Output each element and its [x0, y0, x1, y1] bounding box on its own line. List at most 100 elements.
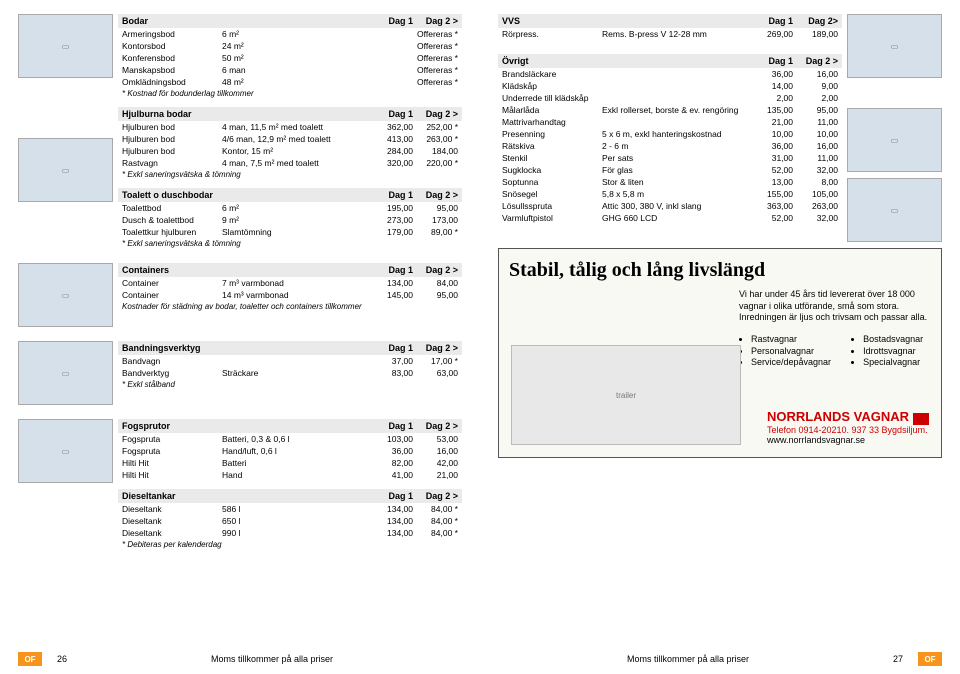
cell-d2: 95,00	[793, 105, 838, 115]
cell-d2: 95,00	[413, 290, 458, 300]
cell-d1: 134,00	[368, 516, 413, 526]
table-row: Toalettkur hjulburenSlamtömning179,0089,…	[118, 226, 462, 238]
promo-bullet: Idrottsvagnar	[863, 346, 923, 358]
section-fogsprutor: FogsprutorDag 1Dag 2 > FogsprutaBatteri,…	[118, 419, 462, 481]
table-row: Kontorsbod24 m²Offereras *	[118, 40, 462, 52]
section-bodar: BodarDag 1Dag 2 > Armeringsbod6 m²Offere…	[118, 14, 462, 99]
cell-name: Underrede till klädskåp	[502, 93, 602, 103]
cell-d2: 173,00	[413, 215, 458, 225]
cell-desc: 7 m³ varmbonad	[222, 278, 368, 288]
cell-d1: 31,00	[748, 153, 793, 163]
cell-d2: 32,00	[793, 213, 838, 223]
cell-d2: 84,00	[413, 278, 458, 288]
image-fogsprutor: ▭	[18, 419, 113, 483]
cell-d2: 184,00	[413, 146, 458, 156]
cell-d1: 134,00	[368, 504, 413, 514]
cell-d2: 42,00	[413, 458, 458, 468]
cell-d1	[368, 29, 413, 39]
table-row: Omklädningsbod48 m²Offereras *	[118, 76, 462, 88]
promo-ad: Stabil, tålig och lång livslängd Vi har …	[498, 248, 942, 458]
section-hjulburna: Hjulburna bodarDag 1Dag 2 > Hjulburen bo…	[118, 107, 462, 180]
image-hjulburna: ▭	[18, 138, 113, 202]
image-vvs: ▭	[847, 14, 942, 78]
cell-d1: 179,00	[368, 227, 413, 237]
page-number: 27	[878, 654, 918, 664]
cell-d2: 16,00	[413, 446, 458, 456]
promo-trailer-image: trailer	[511, 345, 741, 445]
table-row: Dieseltank586 l134,0084,00 *	[118, 503, 462, 515]
table-row: Snösegel5,8 x 5,8 m155,00105,00	[498, 188, 842, 200]
cell-name: Stenkil	[502, 153, 602, 163]
table-row: Armeringsbod6 m²Offereras *	[118, 28, 462, 40]
cell-d1	[368, 65, 413, 75]
cell-desc: Rems. B-press V 12-28 mm	[602, 29, 748, 39]
table-row: Dieseltank650 l134,0084,00 *	[118, 515, 462, 527]
header-d2: Dag 2 >	[413, 16, 458, 26]
cell-d1	[368, 41, 413, 51]
cell-d2: 16,00	[793, 69, 838, 79]
cell-d1: 363,00	[748, 201, 793, 211]
cell-desc: Hand/luft, 0,6 l	[222, 446, 368, 456]
cell-desc: 4/6 man, 12,9 m² med toalett	[222, 134, 368, 144]
cell-d1: 52,00	[748, 165, 793, 175]
cell-d2: 84,00 *	[413, 504, 458, 514]
promo-brand: NORRLANDS VAGNAR Telefon 0914-20210. 937…	[767, 409, 929, 445]
section-containers: ContainersDag 1Dag 2 > Container7 m³ var…	[118, 263, 462, 312]
cell-desc	[222, 356, 368, 366]
promo-bullet: Bostadsvagnar	[863, 334, 923, 346]
cell-name: Hjulburen bod	[122, 146, 222, 156]
cell-name: Lösullsspruta	[502, 201, 602, 211]
section-ovrigt: ÖvrigtDag 1Dag 2 > Brandsläckare36,0016,…	[498, 54, 842, 224]
note: * Kostnad för bodunderlag tillkommer	[118, 88, 462, 99]
image-ovrigt2: ▭	[847, 178, 942, 242]
cell-name: Hilti Hit	[122, 458, 222, 468]
cell-d2: 2,00	[793, 93, 838, 103]
cell-name: Soptunna	[502, 177, 602, 187]
cell-desc: 5 x 6 m, exkl hanteringskostnad	[602, 129, 748, 139]
cell-desc: 6 m²	[222, 29, 368, 39]
cell-desc: 2 - 6 m	[602, 141, 748, 151]
cell-d2: 21,00	[413, 470, 458, 480]
cell-desc: Sträckare	[222, 368, 368, 378]
cell-name: Hjulburen bod	[122, 122, 222, 132]
cell-desc	[602, 93, 748, 103]
cell-name: Mattrivarhandtag	[502, 117, 602, 127]
cell-name: Målarlåda	[502, 105, 602, 115]
cell-name: Toalettkur hjulburen	[122, 227, 222, 237]
cell-name: Armeringsbod	[122, 29, 222, 39]
cell-d1: 284,00	[368, 146, 413, 156]
cell-d2: 8,00	[793, 177, 838, 187]
cell-d2: 84,00 *	[413, 516, 458, 526]
table-row: Toalettbod6 m²195,0095,00	[118, 202, 462, 214]
cell-desc: Exkl rollerset, borste & ev. rengöring	[602, 105, 748, 115]
table-row: Hjulburen bodKontor, 15 m²284,00184,00	[118, 145, 462, 157]
cell-d1: 413,00	[368, 134, 413, 144]
cell-desc: 14 m³ varmbonad	[222, 290, 368, 300]
page-left: ▭ ▭ BodarDag 1Dag 2 > Armeringsbod6 m²Of…	[0, 0, 480, 674]
cell-name: Bandverktyg	[122, 368, 222, 378]
cell-d1: 195,00	[368, 203, 413, 213]
cell-desc	[602, 69, 748, 79]
cell-desc: 48 m²	[222, 77, 368, 87]
cell-name: Dieseltank	[122, 504, 222, 514]
promo-blurb: Vi har under 45 års tid levererat över 1…	[739, 289, 929, 324]
cell-d2: 263,00 *	[413, 134, 458, 144]
cell-d2: 53,00	[413, 434, 458, 444]
table-row: Hilti HitHand41,0021,00	[118, 469, 462, 481]
cell-desc: Kontor, 15 m²	[222, 146, 368, 156]
cell-desc: Stor & liten	[602, 177, 748, 187]
cell-name: Dusch & toalettbod	[122, 215, 222, 225]
brand-logo-icon	[913, 413, 929, 425]
cell-d1: 134,00	[368, 278, 413, 288]
cell-d1: 273,00	[368, 215, 413, 225]
cell-name: Fogspruta	[122, 434, 222, 444]
table-row: Underrede till klädskåp2,002,00	[498, 92, 842, 104]
cell-desc: 50 m²	[222, 53, 368, 63]
cell-d2: 89,00 *	[413, 227, 458, 237]
table-row: SugklockaFör glas52,0032,00	[498, 164, 842, 176]
cell-d1: 37,00	[368, 356, 413, 366]
cell-d2: 220,00 *	[413, 158, 458, 168]
cell-name: Fogspruta	[122, 446, 222, 456]
cell-d1: 82,00	[368, 458, 413, 468]
cell-name: Sugklocka	[502, 165, 602, 175]
